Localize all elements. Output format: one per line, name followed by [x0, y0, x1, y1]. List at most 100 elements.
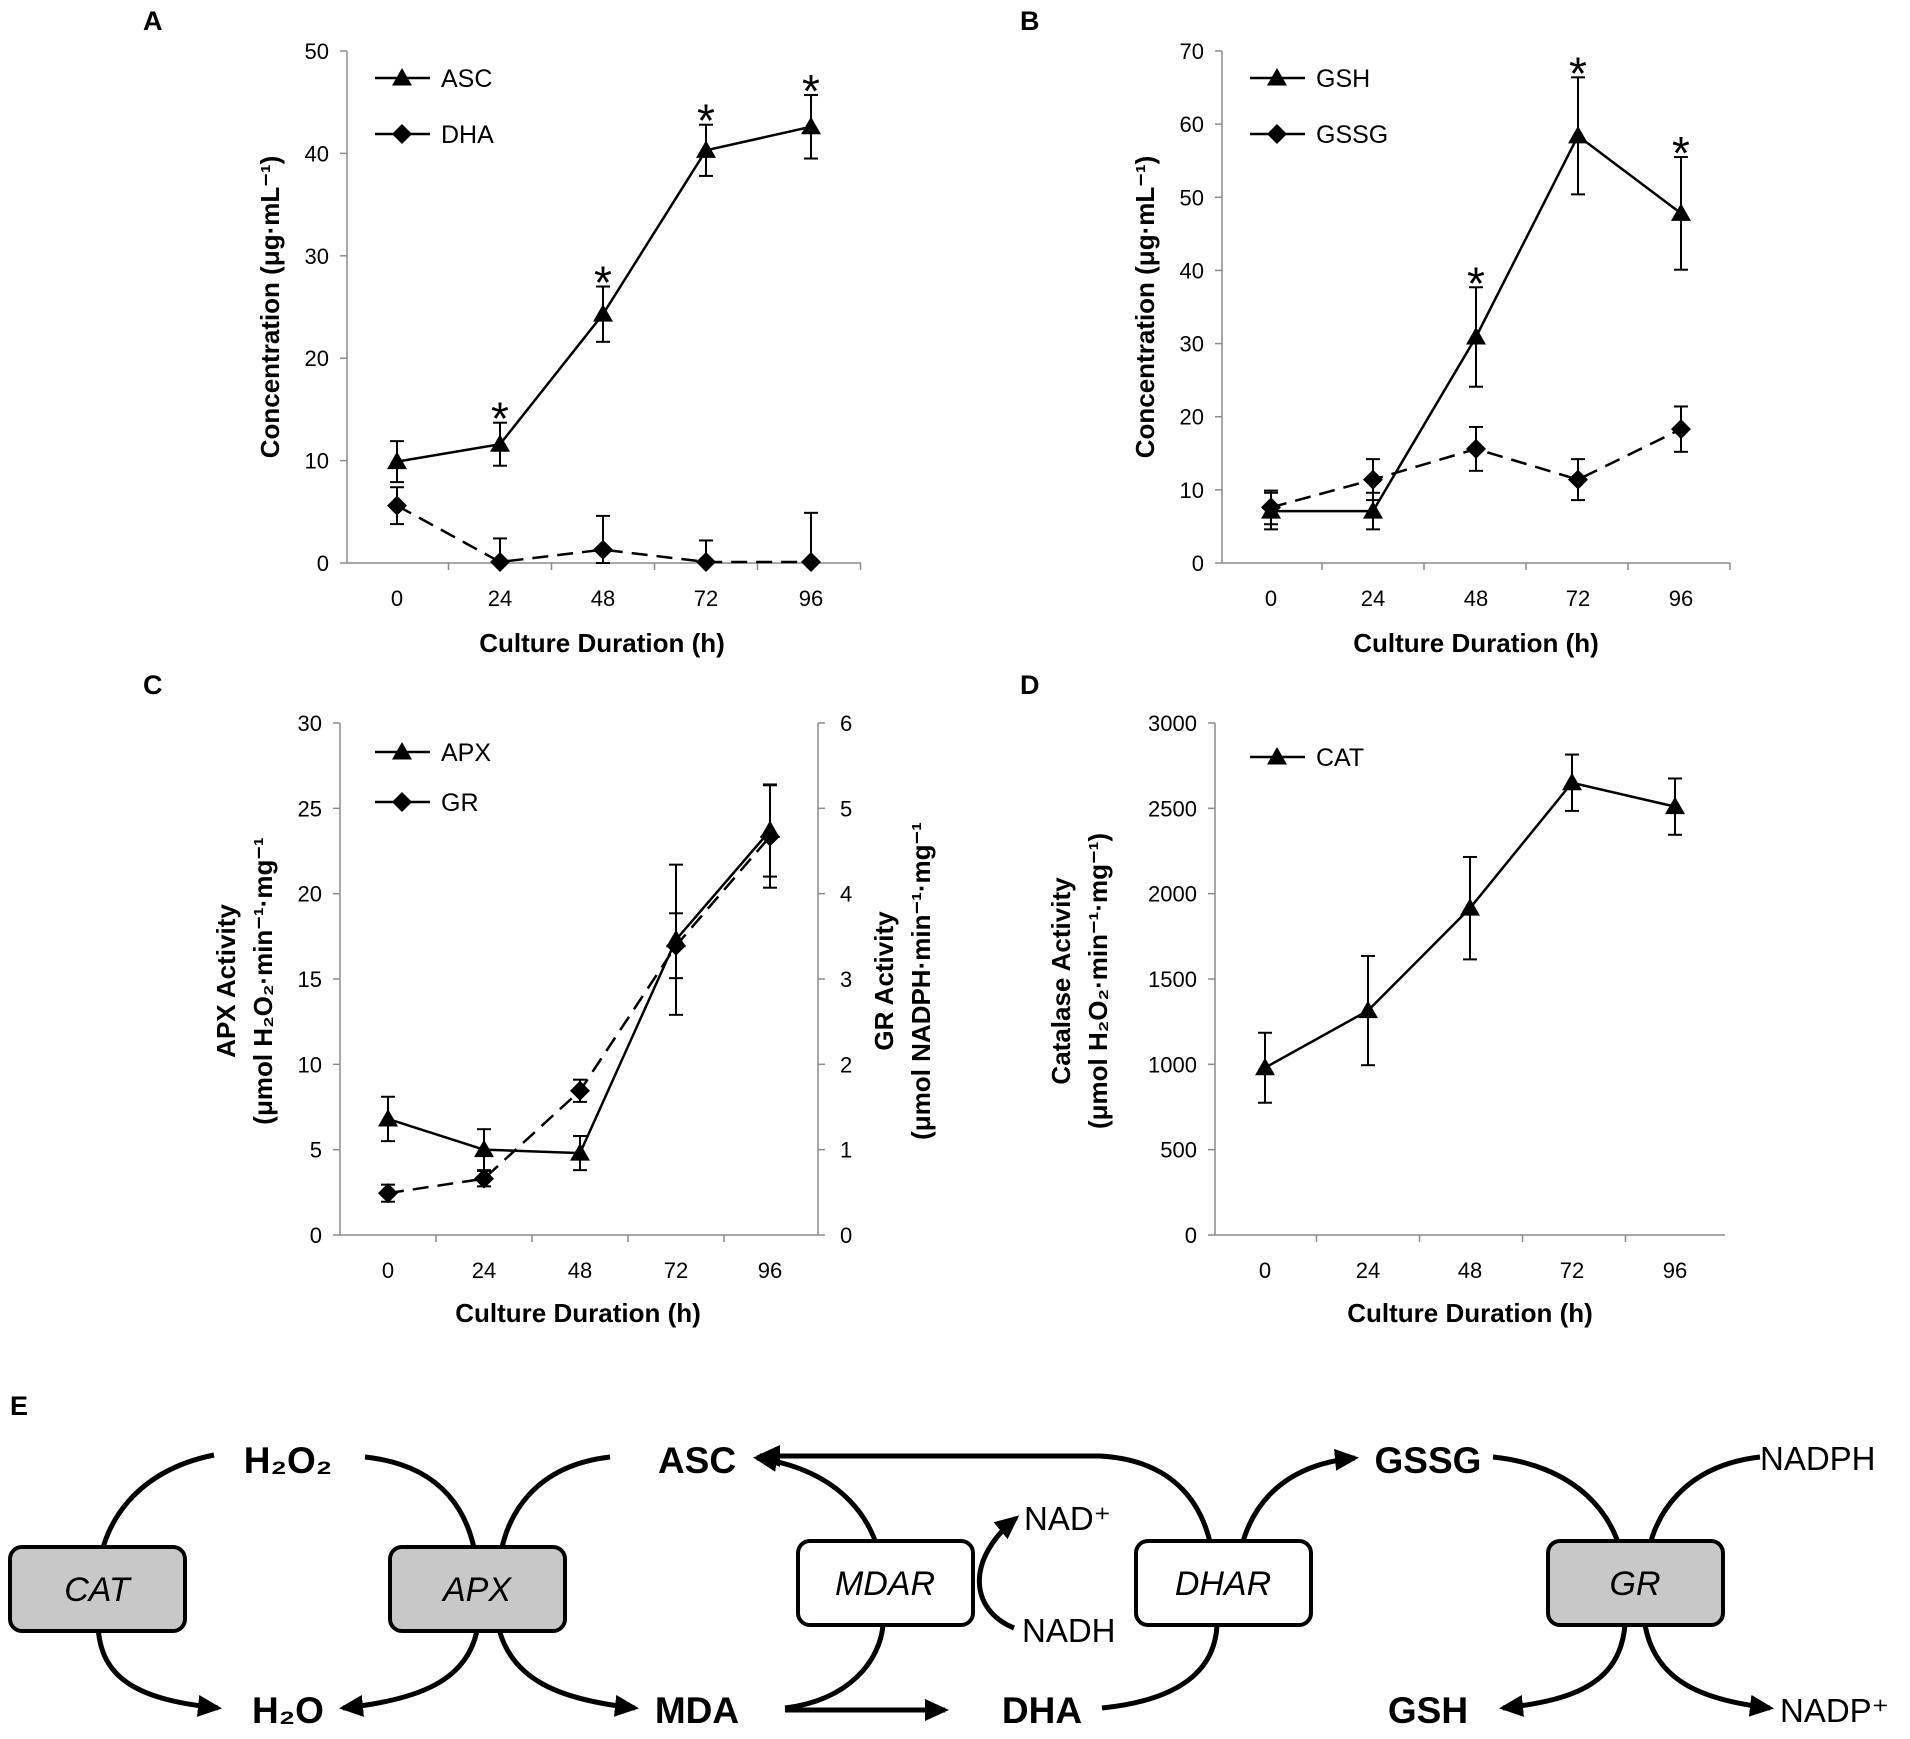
enzyme-cat-label: CAT — [64, 1571, 132, 1609]
legend-apx-label: APX — [441, 739, 491, 767]
panel-d-x-tick-label: 96 — [1663, 1258, 1687, 1283]
apx-arc-bottom-right — [495, 1624, 639, 1717]
panel-b-x-tick-label: 48 — [1464, 586, 1488, 611]
panel-a-x-tick-label: 96 — [799, 586, 823, 611]
legend-cat-label: CAT — [1316, 744, 1364, 772]
series-gsh-point — [1363, 501, 1383, 519]
panel-b-y-tick-label: 70 — [1180, 39, 1204, 64]
panel-letter-b: B — [1020, 6, 1040, 36]
series-gssg-point — [1568, 469, 1588, 490]
node-dha: DHA — [1002, 1690, 1082, 1731]
series-gr-point — [666, 935, 686, 956]
panel-letter-a: A — [143, 6, 163, 36]
panel-a-x-tick-label: 24 — [488, 586, 512, 611]
panel-b-x-tick-label: 24 — [1361, 586, 1385, 611]
panel-d-x-tick-label: 24 — [1356, 1258, 1380, 1283]
panel-d-y-axis-title-line1: Catalase Activity — [1046, 877, 1076, 1085]
enzyme-mdar: MDAR — [796, 1539, 975, 1627]
panel-c-x-tick-label: 24 — [472, 1258, 496, 1283]
series-asc-point — [801, 116, 821, 135]
panel-c-y-tick-label: 0 — [310, 1223, 322, 1248]
legend-dha-swatch-marker — [392, 124, 412, 144]
panel-d-plot: 0 500 1000 1500 2000 2500 3000 0 24 48 72 96 CAT — [1148, 711, 1725, 1283]
node-gsh: GSH — [1388, 1690, 1468, 1731]
legend-gssg-label: GSSG — [1316, 121, 1388, 149]
panel-b-significance-star: * — [1569, 47, 1587, 99]
series-gsh-point — [1466, 326, 1486, 345]
panel-b-y-tick-label: 0 — [1192, 551, 1204, 576]
panel-c-y2-axis-title-line1: GR Activity — [869, 911, 899, 1051]
legend-gr-label: GR — [441, 789, 479, 817]
panel-a-y-tick-label: 30 — [305, 244, 329, 269]
panel-b-y-tick-label: 20 — [1180, 405, 1204, 430]
legend-cat-swatch-marker — [1267, 747, 1287, 765]
panel-c-y-tick-label: 5 — [310, 1138, 322, 1163]
enzyme-dhar: DHAR — [1134, 1539, 1313, 1627]
panel-d-x-tick-label: 72 — [1560, 1258, 1584, 1283]
panel-d-x-tick-label: 0 — [1259, 1258, 1271, 1283]
node-h2o: H₂O — [252, 1690, 324, 1731]
node-nadh: NADH — [1022, 1612, 1116, 1649]
panel-c-x-tick-label: 96 — [758, 1258, 782, 1283]
series-apx-point — [474, 1139, 494, 1158]
series-gr-point — [378, 1183, 398, 1204]
series-gssg-point — [1466, 438, 1486, 459]
pathway-diagram: CAT APX MDAR DHAR GR H₂O₂ H₂O ASC MDA DH… — [8, 1440, 1889, 1731]
enzyme-apx: APX — [388, 1545, 567, 1633]
nadh-nad-arc — [977, 1515, 1020, 1631]
panel-c-x-tick-label: 48 — [568, 1258, 592, 1283]
node-nadph: NADPH — [1760, 1440, 1876, 1477]
panel-d-y-tick-label: 1500 — [1148, 967, 1197, 992]
panel-b-y-tick-label: 40 — [1180, 258, 1204, 283]
panel-d-y-tick-label: 3000 — [1148, 711, 1197, 736]
panel-b-significance-star: * — [1467, 257, 1485, 309]
node-h2o2: H₂O₂ — [244, 1440, 332, 1481]
legend-gsh-label: GSH — [1316, 65, 1370, 93]
enzyme-dhar-box — [1134, 1539, 1313, 1627]
gr-arc-bottom-left — [1499, 1624, 1628, 1717]
panel-letter-d: D — [1020, 670, 1040, 700]
panel-b-plot: 0 10 20 30 40 50 60 70 0 24 48 72 96 GSH GSSG * * * — [1180, 39, 1731, 611]
enzyme-mdar-label: MDAR — [835, 1565, 935, 1603]
panel-d-y-axis-title-line2: (μmol H₂O₂·min⁻¹·mg⁻¹) — [1083, 833, 1113, 1129]
panel-b-x-tick-label: 72 — [1566, 586, 1590, 611]
panel-a-significance-star: * — [802, 65, 820, 117]
node-nad: NAD⁺ — [1024, 1500, 1111, 1537]
series-apx-point — [570, 1143, 590, 1161]
series-cat-point — [1562, 772, 1582, 791]
panel-b-x-axis-title: Culture Duration (h) — [1353, 628, 1599, 658]
enzyme-gr: GR — [1546, 1539, 1725, 1627]
panel-c-y2-axis-title-line2: (μmol NADPH·min⁻¹·mg⁻¹ — [906, 822, 936, 1140]
panel-b-significance-star: * — [1672, 127, 1690, 179]
panel-a-x-tick-label: 72 — [694, 586, 718, 611]
panel-c-plot: 0 5 10 15 20 25 30 0 1 2 3 4 5 6 0 24 48 72 96 APX GR — [298, 711, 853, 1283]
panel-d-y-tick-label: 2000 — [1148, 882, 1197, 907]
panel-a-y-tick-label: 20 — [305, 346, 329, 371]
series-gr-point — [760, 826, 780, 847]
panel-a-x-axis-title: Culture Duration (h) — [479, 628, 725, 658]
legend-apx-swatch-marker — [392, 742, 412, 760]
mdar-arc-bottom — [784, 1624, 886, 1711]
panel-a-y-tick-label: 50 — [305, 39, 329, 64]
series-dha-point — [387, 495, 407, 516]
series-asc-point — [387, 451, 407, 470]
panel-c-x-axis-title: Culture Duration (h) — [455, 1298, 701, 1328]
series-dha-point — [593, 539, 613, 560]
panel-d-y-tick-label: 2500 — [1148, 796, 1197, 821]
panel-c-y-tick-label: 10 — [298, 1052, 322, 1077]
panel-a-y-tick-label: 10 — [305, 449, 329, 474]
series-cat-point — [1255, 1057, 1275, 1076]
legend-dha-label: DHA — [441, 121, 494, 149]
panel-b-y-axis-title: Concentration (μg·mL⁻¹) — [1130, 156, 1160, 459]
panel-b-y-tick-label: 30 — [1180, 332, 1204, 357]
panel-a-significance-star: * — [697, 95, 715, 147]
panel-d-y-tick-label: 0 — [1185, 1223, 1197, 1248]
series-apx-line — [387, 829, 771, 1155]
series-asc-point — [696, 140, 716, 158]
panel-a-y-axis-title: Concentration (μg·mL⁻¹) — [255, 156, 285, 459]
enzyme-mdar-box — [796, 1539, 975, 1627]
series-gssg-point — [1671, 419, 1691, 440]
panel-d-x-axis-title: Culture Duration (h) — [1347, 1298, 1593, 1328]
